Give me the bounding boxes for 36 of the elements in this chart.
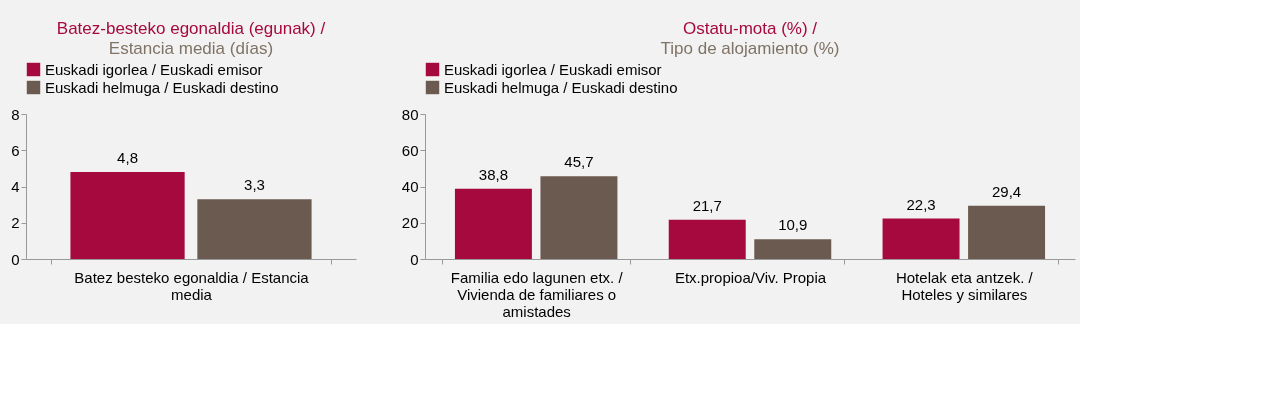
- x-tick-label: Batez besteko egonaldia / Estancia media: [74, 268, 310, 303]
- chart-title: Ostatu-mota (%) /: [682, 19, 818, 38]
- y-tick-label: 80: [401, 105, 419, 123]
- chart-subtitle: Tipo de alojamiento (%): [660, 39, 840, 58]
- y-tick-label: 0: [11, 250, 20, 268]
- y-tick-label: 2: [11, 214, 20, 232]
- y-tick-label: 4: [11, 178, 20, 195]
- bar: [968, 205, 1046, 259]
- bar: [454, 188, 532, 259]
- legend-label: Euskadi igorlea / Euskadi emisor: [444, 60, 662, 78]
- data-label: 3,3: [244, 176, 265, 194]
- x-tick-label: Etx.propioa/Viv. Propia: [674, 268, 827, 286]
- data-label: 10,9: [778, 216, 808, 234]
- data-label: 22,3: [906, 195, 936, 213]
- legend-label: Euskadi helmuga / Euskadi destino: [444, 78, 678, 96]
- data-label: 45,7: [564, 153, 594, 171]
- y-tick-label: 8: [11, 105, 20, 123]
- x-tick-label: Familia edo lagunen etx. / Vivienda de familiares o amistades: [450, 268, 624, 320]
- data-label: 21,7: [692, 196, 722, 214]
- data-label: 38,8: [478, 165, 509, 183]
- legend-label: Euskadi igorlea / Euskadi emisor: [45, 60, 263, 78]
- bar: [754, 239, 832, 259]
- y-tick-label: 40: [401, 178, 419, 195]
- chart-subtitle: Estancia media (días): [108, 39, 274, 58]
- data-label: 4,8: [117, 149, 138, 166]
- x-tick-label: Hotelak eta antzek. / Hoteles y similares: [895, 268, 1034, 303]
- y-tick-label: 0: [410, 250, 419, 268]
- bar: [882, 218, 960, 259]
- data-label: 29,4: [991, 182, 1022, 200]
- legend-label: Euskadi helmuga / Euskadi destino: [45, 78, 279, 96]
- chart-title: Batez-besteko egonaldia (egunak) /: [56, 19, 326, 38]
- y-tick-label: 60: [401, 141, 419, 159]
- bar: [668, 219, 746, 259]
- bar: [540, 176, 618, 259]
- y-tick-label: 20: [401, 214, 419, 232]
- y-tick-label: 6: [11, 141, 20, 159]
